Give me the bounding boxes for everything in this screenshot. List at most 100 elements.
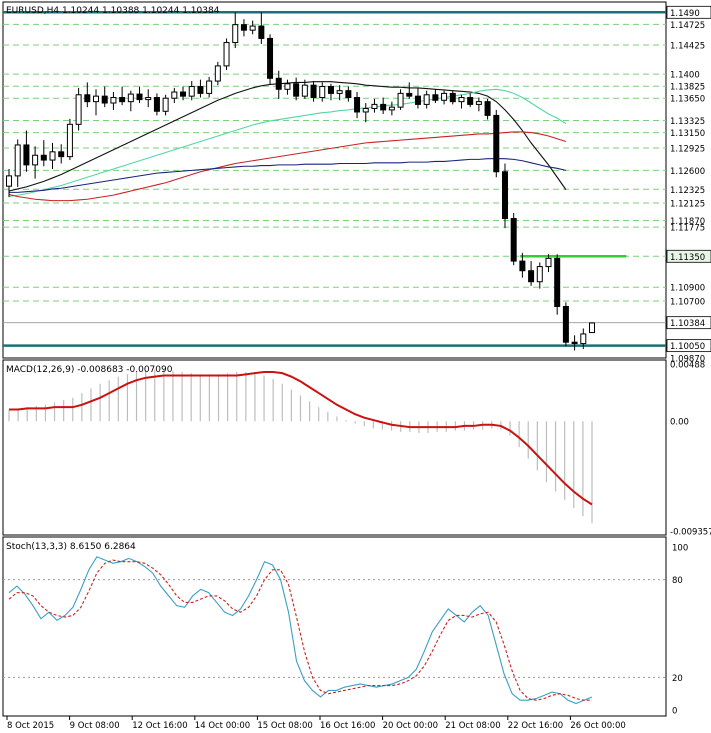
candle-body [580, 333, 587, 345]
candle-body [84, 94, 91, 103]
candle-body [371, 103, 378, 110]
price-tag-box [666, 339, 711, 353]
candle-body [40, 154, 47, 161]
candle-body [240, 24, 247, 31]
candle-body [319, 86, 326, 99]
candle-body [23, 144, 30, 166]
candle-body [14, 144, 21, 177]
macd-signal-line [9, 370, 593, 506]
candle-body [397, 92, 404, 108]
candle-body [171, 91, 178, 99]
candle-body [58, 151, 65, 158]
moving-average-line-1 [8, 88, 567, 198]
candle-body [545, 257, 552, 268]
candle-body [127, 93, 134, 103]
stochastic-label: Stoch(13,3,3) 8.6150 6.2864 [6, 542, 136, 552]
price-tick-label: 1.11870 [670, 217, 705, 227]
candle-body [162, 97, 169, 112]
candle-body [258, 25, 265, 39]
candle-body [441, 92, 448, 101]
time-tick-label: 26 Oct 00:00 [570, 721, 625, 731]
candle-body [554, 257, 561, 307]
candle-body [510, 217, 517, 262]
price-tag-box [666, 5, 711, 19]
price-tick-label: 1.11775 [670, 224, 705, 234]
candle-body [345, 90, 352, 99]
candle-body [223, 42, 230, 67]
candle-body [145, 97, 152, 101]
candle-body [362, 108, 369, 113]
time-tick-label: 16 Oct 16:00 [320, 721, 375, 731]
price-tag-box [666, 249, 711, 263]
price-tick-label: 1.13825 [670, 83, 705, 93]
macd-panel-frame [2, 359, 667, 536]
candle-body [501, 171, 508, 219]
macd-tick-label: 0.00488 [670, 361, 705, 371]
price-tick-label: 1.09870 [670, 355, 705, 365]
time-tick-label: 8 Oct 2015 [7, 721, 54, 731]
candle-body [571, 341, 578, 345]
price-tick-label: 1.13150 [670, 129, 705, 139]
price-tick-label: 1.10050 [670, 342, 705, 352]
candle-body [406, 92, 413, 97]
price-tag-box [666, 316, 711, 330]
macd-tick-label: 0.00 [670, 418, 689, 428]
time-tick-label: 15 Oct 08:00 [257, 721, 312, 731]
candle-body [528, 270, 535, 283]
time-axis: 8 Oct 2015 9 Oct 08:00 12 Oct 16:00 14 Oct … [6, 716, 626, 731]
candle-body [380, 103, 387, 111]
candle-body [423, 94, 430, 105]
price-panel-frame [2, 1, 667, 359]
candle-body [589, 322, 595, 334]
candle-body [354, 97, 361, 113]
moving-average-line-3 [9, 158, 567, 193]
candle-body [388, 106, 395, 111]
candle-body [75, 94, 82, 125]
candle-body [432, 94, 439, 101]
stochastic-line-0 [8, 556, 593, 705]
candle-body [493, 114, 500, 173]
time-tick-label: 21 Oct 08:00 [445, 721, 500, 731]
candle-body [6, 175, 12, 187]
candle-body [153, 97, 160, 112]
candle-body [206, 80, 213, 94]
candle-body [449, 92, 456, 103]
candle-body [32, 154, 39, 166]
candle-body [232, 24, 239, 44]
candle-body [327, 86, 334, 94]
candle-body [475, 101, 482, 105]
candle-body [536, 266, 543, 283]
macd-panel[interactable]: 0.00488 0.00 -0.009357 MACD(12,26,9) -0.008… [2, 359, 711, 538]
candle-body [119, 97, 126, 103]
candle-body [214, 65, 221, 82]
candle-body [414, 95, 421, 105]
macd-label: MACD(12,26,9) -0.008683 -0.007090 [6, 365, 173, 375]
stochastic-tick-label: 100 [672, 544, 688, 554]
candle-body [66, 123, 73, 158]
price-tick-label: 1.12325 [670, 186, 705, 196]
candle-body [49, 151, 56, 161]
candle-body [293, 83, 300, 97]
candle-body [93, 95, 100, 103]
candle-body [519, 260, 526, 272]
candle-body [275, 77, 282, 90]
candle-body [484, 101, 491, 116]
candle-body [110, 97, 117, 104]
price-tick-label: 1.11350 [670, 253, 705, 263]
candle-body [467, 97, 474, 105]
stochastic-panel[interactable]: 100 80 20 0 Stoch(13,3,3) 8.6150 6.2864 [2, 536, 688, 717]
candle-body [336, 90, 343, 94]
time-tick-label: 9 Oct 08:00 [70, 721, 120, 731]
price-tick-label: 1.14725 [670, 21, 705, 31]
candle-body [301, 84, 308, 97]
price-tick-label: 1.12125 [670, 200, 705, 210]
price-tick-label: 1.12600 [670, 167, 705, 177]
stochastic-tick-label: 0 [672, 707, 677, 717]
price-panel[interactable]: 1.1490 1.14725 1.14425 1.1400 1.13825 1.13650… [2, 1, 711, 365]
macd-tick-label: -0.009357 [670, 528, 711, 538]
candle-body [188, 86, 195, 97]
price-tick-label: 1.13325 [670, 117, 705, 127]
candle-body [458, 97, 465, 103]
candle-body [267, 37, 274, 79]
price-tick-label: 1.10384 [670, 319, 705, 329]
